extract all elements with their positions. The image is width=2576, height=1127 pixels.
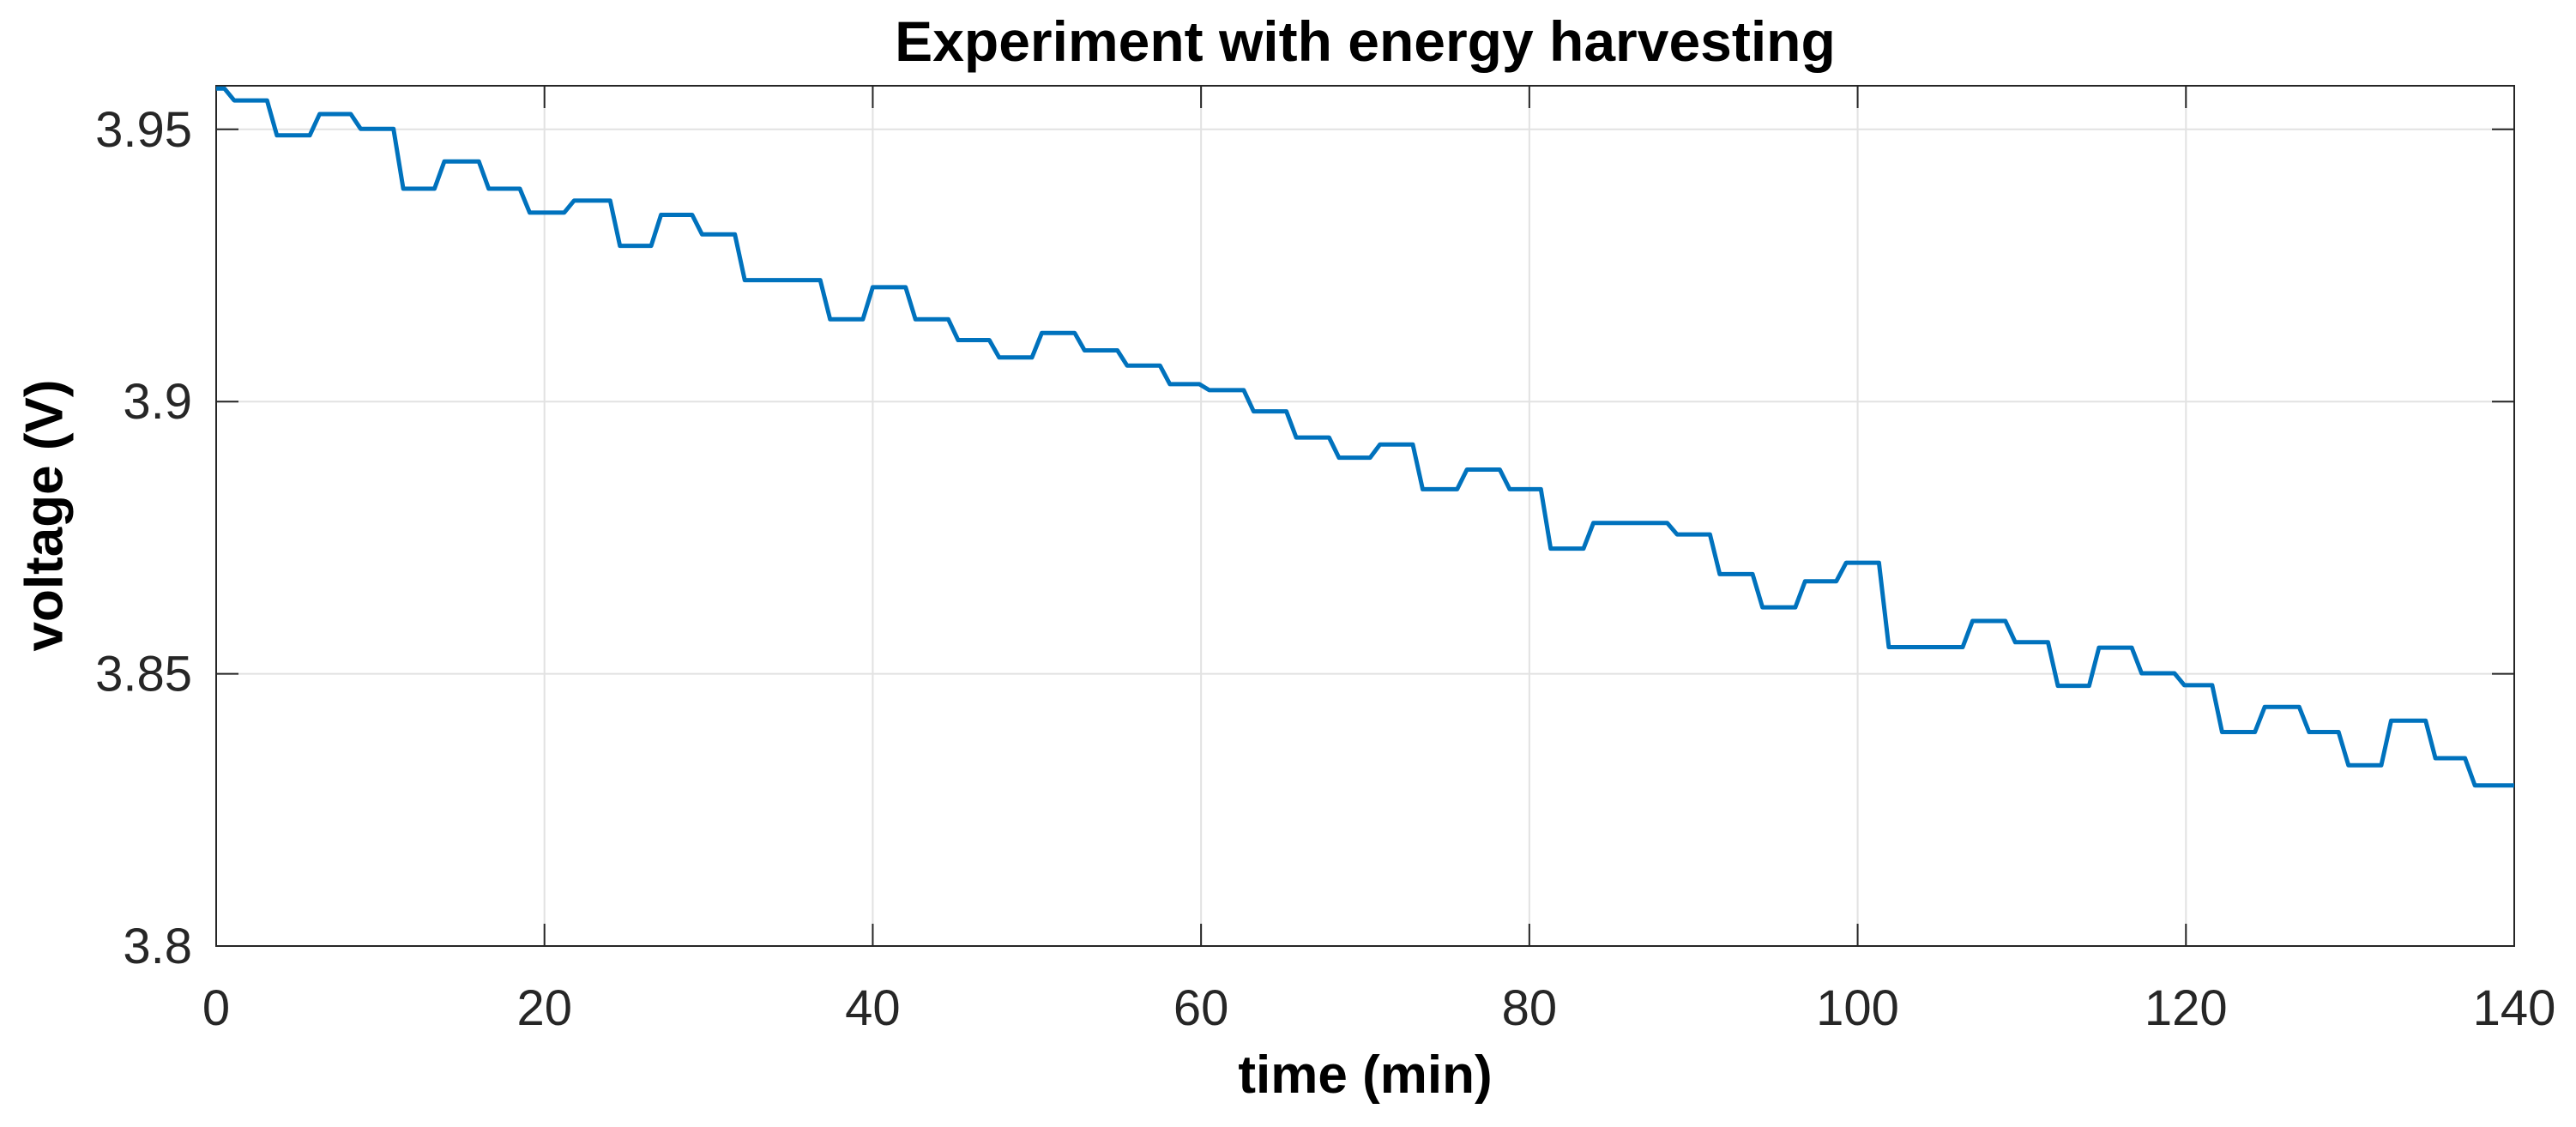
y-tick-label: 3.95 [95,102,192,158]
x-tick-label: 100 [1816,980,1899,1036]
x-tick-label: 120 [2145,980,2228,1036]
x-tick-label: 40 [845,980,901,1036]
x-tick-label: 0 [202,980,230,1036]
x-tick-label: 20 [516,980,572,1036]
y-tick-label: 3.9 [123,374,192,430]
voltage-series-line [216,86,2514,788]
y-tick-label: 3.8 [123,919,192,974]
y-tick-label: 3.85 [95,647,192,702]
chart-title: Experiment with energy harvesting [895,9,1836,73]
x-tick-label: 140 [2473,980,2556,1036]
x-axis-label: time (min) [1238,1046,1493,1105]
x-tick-label: 60 [1173,980,1229,1036]
x-tick-label: 80 [1502,980,1558,1036]
